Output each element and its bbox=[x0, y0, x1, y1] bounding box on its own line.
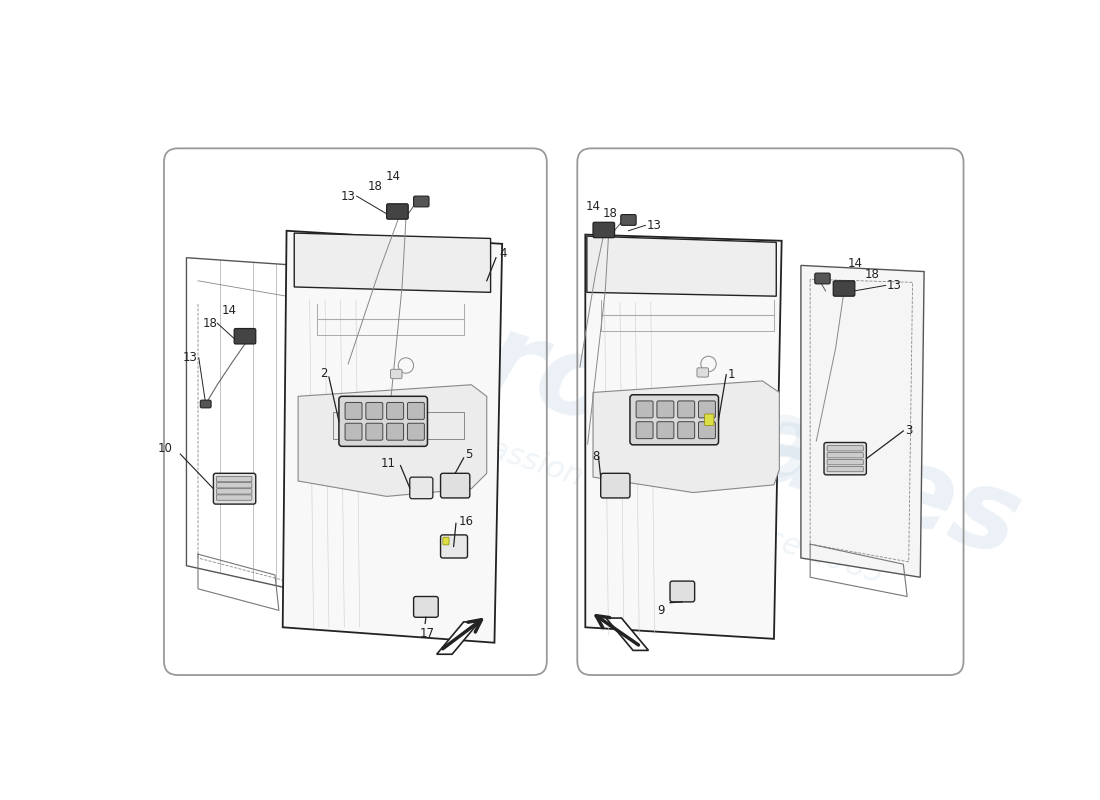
FancyBboxPatch shape bbox=[670, 581, 695, 602]
FancyBboxPatch shape bbox=[443, 538, 449, 545]
FancyBboxPatch shape bbox=[407, 402, 425, 419]
Text: 1: 1 bbox=[728, 368, 735, 382]
FancyBboxPatch shape bbox=[630, 394, 718, 445]
FancyBboxPatch shape bbox=[200, 400, 211, 408]
Text: a passion for parts since 1985: a passion for parts since 1985 bbox=[440, 419, 888, 589]
Text: 11: 11 bbox=[381, 457, 396, 470]
Text: 2: 2 bbox=[320, 366, 328, 380]
FancyBboxPatch shape bbox=[217, 495, 252, 500]
FancyBboxPatch shape bbox=[339, 396, 428, 446]
FancyBboxPatch shape bbox=[705, 414, 714, 426]
FancyBboxPatch shape bbox=[620, 214, 636, 226]
FancyBboxPatch shape bbox=[697, 368, 708, 377]
FancyBboxPatch shape bbox=[217, 476, 252, 482]
Text: 3: 3 bbox=[905, 425, 912, 438]
Polygon shape bbox=[585, 234, 782, 639]
FancyBboxPatch shape bbox=[827, 459, 864, 465]
FancyBboxPatch shape bbox=[698, 422, 715, 438]
Text: 5: 5 bbox=[465, 447, 473, 461]
FancyBboxPatch shape bbox=[234, 329, 255, 344]
Text: 8: 8 bbox=[592, 450, 600, 463]
FancyBboxPatch shape bbox=[678, 401, 695, 418]
Text: 1985: 1985 bbox=[688, 391, 933, 540]
Text: 13: 13 bbox=[647, 219, 662, 232]
Text: 18: 18 bbox=[865, 268, 879, 281]
Text: 14: 14 bbox=[847, 258, 862, 270]
Text: 17: 17 bbox=[419, 627, 435, 640]
FancyBboxPatch shape bbox=[593, 222, 615, 238]
FancyBboxPatch shape bbox=[387, 204, 408, 219]
Text: 14: 14 bbox=[385, 170, 400, 183]
FancyBboxPatch shape bbox=[390, 370, 403, 378]
Polygon shape bbox=[298, 385, 486, 496]
Text: 10: 10 bbox=[157, 442, 173, 455]
Text: 9: 9 bbox=[657, 604, 664, 618]
FancyBboxPatch shape bbox=[407, 423, 425, 440]
FancyBboxPatch shape bbox=[601, 474, 630, 498]
FancyBboxPatch shape bbox=[440, 535, 467, 558]
Polygon shape bbox=[295, 233, 491, 292]
Text: 14: 14 bbox=[585, 200, 601, 213]
FancyBboxPatch shape bbox=[657, 422, 674, 438]
FancyBboxPatch shape bbox=[409, 477, 433, 498]
FancyBboxPatch shape bbox=[827, 466, 864, 472]
Text: 13: 13 bbox=[887, 279, 902, 292]
Text: 18: 18 bbox=[367, 180, 383, 194]
FancyBboxPatch shape bbox=[636, 422, 653, 438]
FancyBboxPatch shape bbox=[824, 442, 867, 475]
FancyBboxPatch shape bbox=[345, 423, 362, 440]
FancyBboxPatch shape bbox=[414, 196, 429, 207]
FancyBboxPatch shape bbox=[827, 446, 864, 451]
Text: 4: 4 bbox=[499, 247, 507, 260]
Polygon shape bbox=[283, 230, 502, 642]
FancyBboxPatch shape bbox=[636, 401, 653, 418]
FancyBboxPatch shape bbox=[345, 402, 362, 419]
FancyBboxPatch shape bbox=[815, 273, 830, 284]
Polygon shape bbox=[593, 381, 779, 493]
Text: 13: 13 bbox=[183, 351, 198, 364]
FancyBboxPatch shape bbox=[217, 489, 252, 494]
FancyBboxPatch shape bbox=[217, 482, 252, 488]
FancyBboxPatch shape bbox=[827, 453, 864, 458]
Text: 14: 14 bbox=[221, 303, 236, 317]
FancyBboxPatch shape bbox=[657, 401, 674, 418]
FancyBboxPatch shape bbox=[213, 474, 255, 504]
Polygon shape bbox=[437, 622, 480, 654]
Polygon shape bbox=[587, 236, 777, 296]
Text: europeares: europeares bbox=[324, 258, 1034, 580]
Polygon shape bbox=[606, 618, 649, 650]
FancyBboxPatch shape bbox=[414, 597, 438, 618]
FancyBboxPatch shape bbox=[678, 422, 695, 438]
Text: 13: 13 bbox=[341, 190, 356, 202]
FancyBboxPatch shape bbox=[387, 423, 404, 440]
FancyBboxPatch shape bbox=[366, 402, 383, 419]
Text: 16: 16 bbox=[459, 514, 473, 527]
FancyBboxPatch shape bbox=[834, 281, 855, 296]
Text: 18: 18 bbox=[202, 317, 218, 330]
FancyBboxPatch shape bbox=[698, 401, 715, 418]
FancyBboxPatch shape bbox=[366, 423, 383, 440]
Polygon shape bbox=[801, 266, 924, 578]
FancyBboxPatch shape bbox=[387, 402, 404, 419]
Text: 18: 18 bbox=[603, 206, 617, 219]
FancyBboxPatch shape bbox=[440, 474, 470, 498]
